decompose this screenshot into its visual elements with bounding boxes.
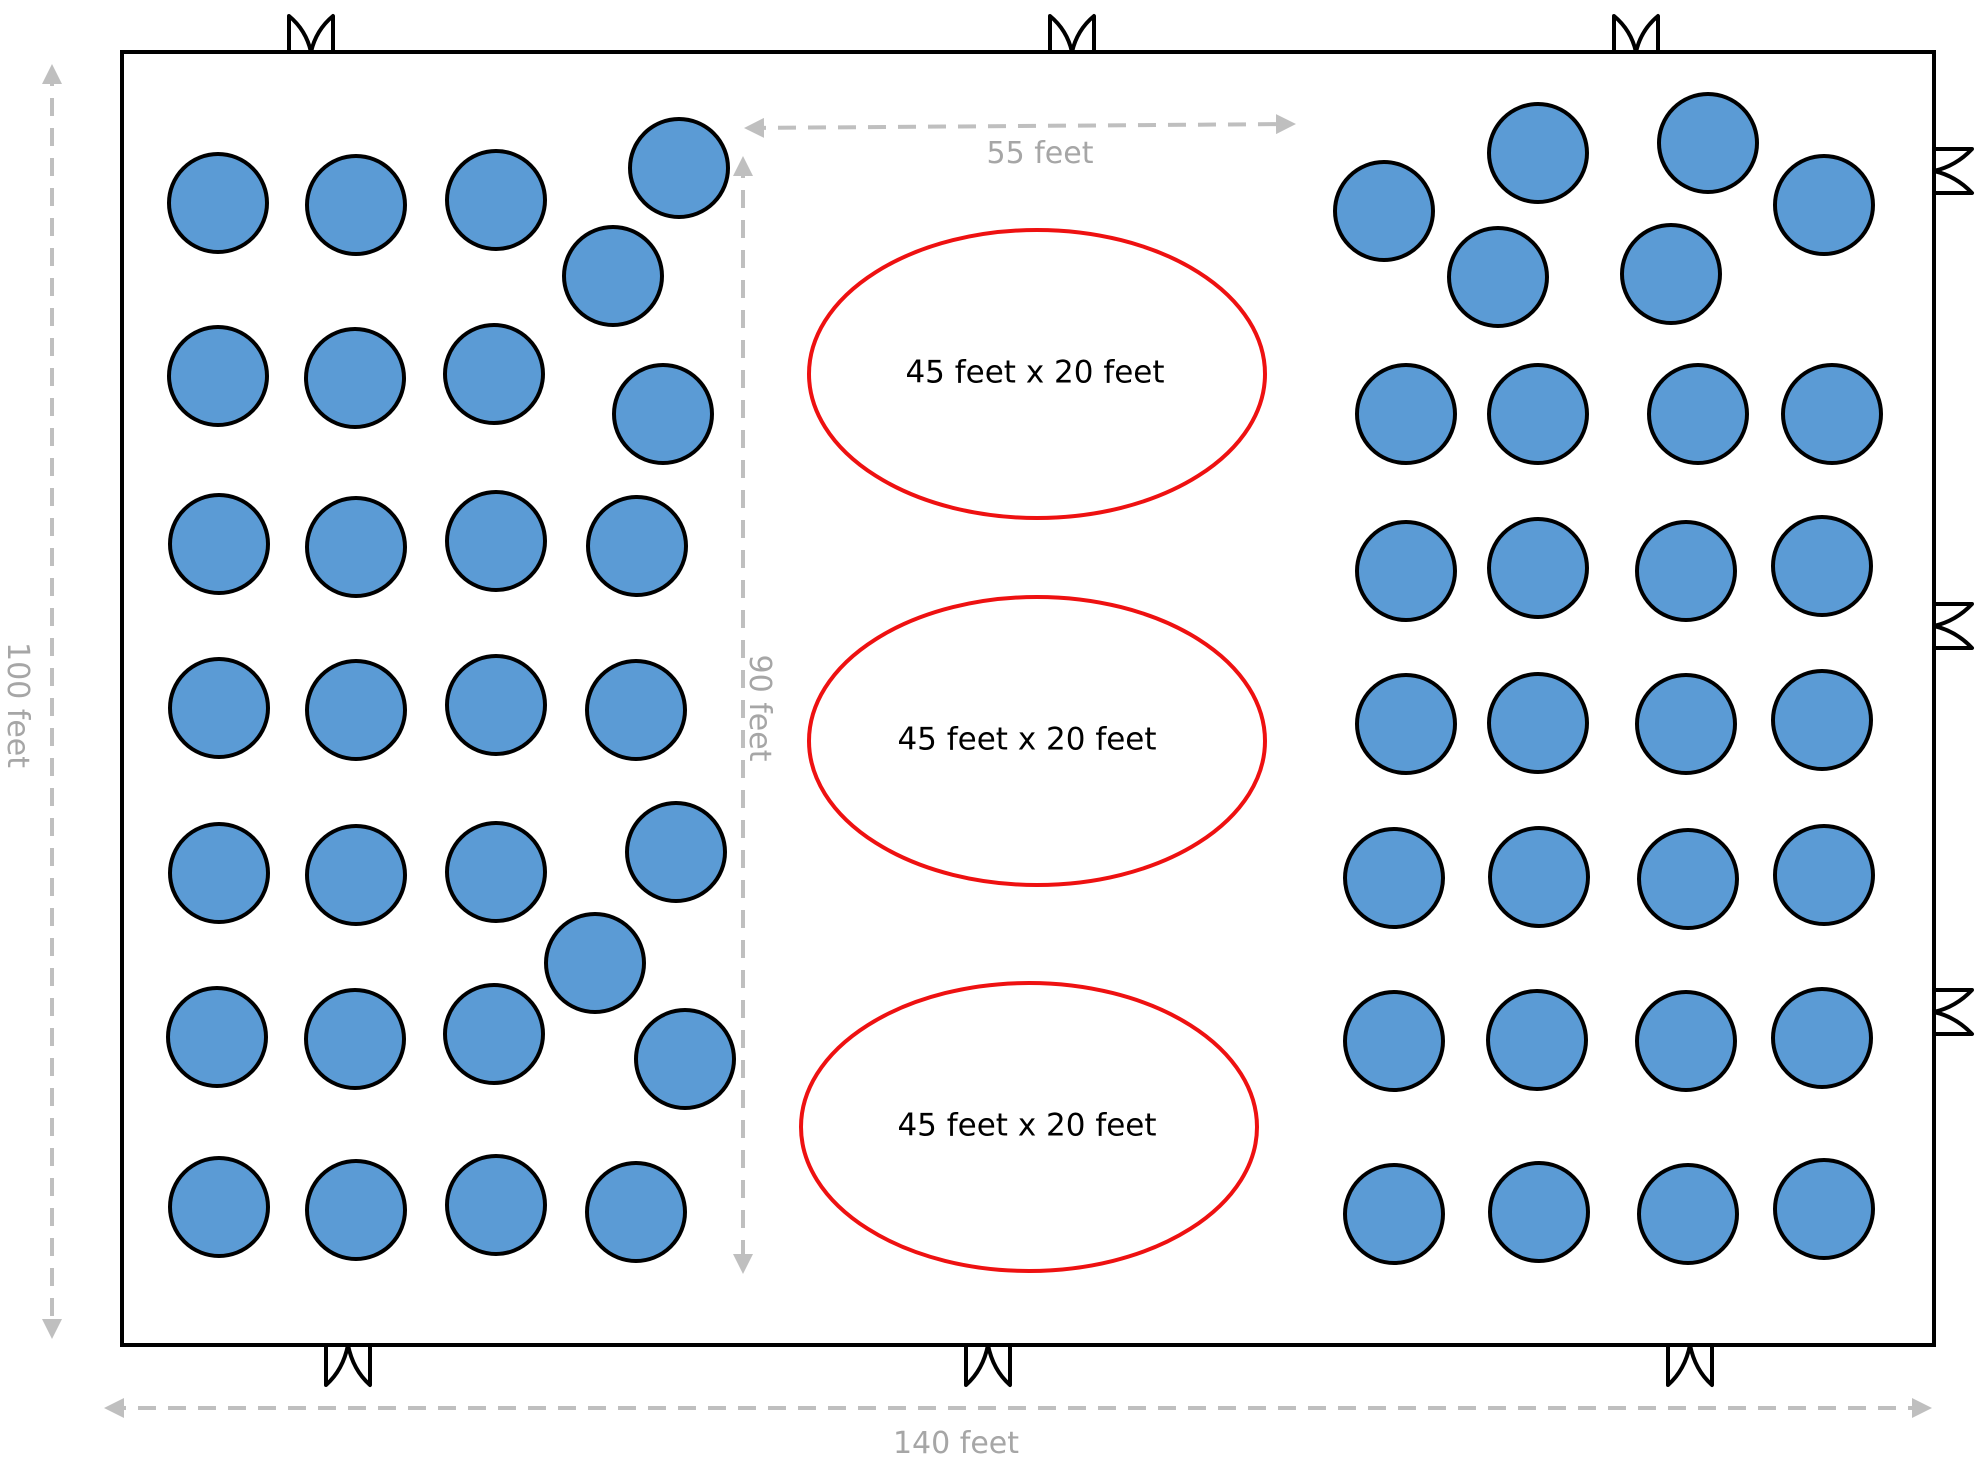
right-table-17 — [1635, 673, 1737, 775]
right-table-23 — [1343, 990, 1445, 1092]
right-table-29 — [1637, 1163, 1739, 1265]
central-area-3 — [799, 981, 1259, 1273]
right-table-19 — [1343, 827, 1445, 929]
right-table-13 — [1635, 520, 1737, 622]
right-table-27 — [1343, 1163, 1445, 1265]
right-table-24 — [1486, 989, 1588, 1091]
right-table-2 — [1487, 102, 1589, 204]
right-table-1 — [1333, 160, 1435, 262]
left-table-30 — [585, 1161, 687, 1263]
tables — [166, 92, 1883, 1265]
left-table-21 — [625, 801, 727, 903]
central-area-1-label: 45 feet x 20 feet — [905, 355, 1164, 391]
right-table-9 — [1647, 363, 1749, 465]
central-area-2 — [807, 595, 1267, 887]
left-table-3 — [445, 149, 547, 251]
left-table-1 — [167, 152, 269, 254]
right-table-10 — [1781, 363, 1883, 465]
left-table-23 — [166, 986, 268, 1088]
bottom-door-3 — [1666, 1343, 1714, 1387]
left-table-7 — [304, 327, 406, 429]
aisle-height-label: 90 feet — [742, 655, 777, 762]
room-width-label: 140 feet — [893, 1426, 1019, 1461]
left-table-13 — [586, 495, 688, 597]
room-height-label: 100 feet — [0, 642, 35, 768]
right-table-18 — [1771, 669, 1873, 771]
right-table-14 — [1771, 515, 1873, 617]
right-table-26 — [1771, 987, 1873, 1089]
right-table-6 — [1620, 223, 1722, 325]
central-area-1 — [807, 228, 1267, 520]
top-door-3 — [1612, 14, 1660, 54]
right-table-7 — [1355, 363, 1457, 465]
left-table-19 — [305, 824, 407, 926]
right-table-8 — [1487, 363, 1589, 465]
left-table-25 — [443, 983, 545, 1085]
central-area-2-label: 45 feet x 20 feet — [897, 722, 1156, 758]
left-table-2 — [305, 154, 407, 256]
bottom-door-2 — [964, 1343, 1012, 1387]
right-table-4 — [1773, 154, 1875, 256]
left-table-16 — [445, 654, 547, 756]
left-table-12 — [445, 490, 547, 592]
left-table-9 — [612, 363, 714, 465]
left-table-18 — [168, 822, 270, 924]
top-door-1 — [287, 14, 335, 54]
right-table-16 — [1487, 672, 1589, 774]
right-table-5 — [1447, 226, 1549, 328]
right-door-2 — [1932, 602, 1974, 650]
right-table-28 — [1488, 1161, 1590, 1263]
right-table-3 — [1657, 92, 1759, 194]
left-table-15 — [305, 659, 407, 761]
left-table-22 — [544, 912, 646, 1014]
left-table-20 — [445, 821, 547, 923]
left-table-11 — [305, 496, 407, 598]
doors — [287, 14, 1974, 1387]
right-door-1 — [1932, 147, 1974, 195]
right-table-11 — [1355, 520, 1457, 622]
right-table-20 — [1488, 826, 1590, 928]
right-table-30 — [1773, 1158, 1875, 1260]
left-table-14 — [168, 657, 270, 759]
top-door-2 — [1048, 14, 1096, 54]
left-table-28 — [305, 1159, 407, 1261]
left-table-6 — [167, 325, 269, 427]
right-table-21 — [1637, 828, 1739, 930]
left-table-17 — [585, 659, 687, 761]
left-table-29 — [445, 1154, 547, 1256]
right-table-12 — [1487, 517, 1589, 619]
central-area-3-label: 45 feet x 20 feet — [897, 1108, 1156, 1144]
left-table-27 — [168, 1156, 270, 1258]
right-table-15 — [1355, 673, 1457, 775]
right-table-22 — [1773, 824, 1875, 926]
aisle-width-dimension-line — [744, 114, 1296, 138]
right-door-3 — [1932, 988, 1974, 1036]
left-table-8 — [443, 323, 545, 425]
aisle-width-label: 55 feet — [987, 136, 1094, 171]
bottom-door-1 — [324, 1343, 372, 1387]
left-table-24 — [304, 988, 406, 1090]
left-table-26 — [634, 1008, 736, 1110]
left-table-5 — [562, 225, 664, 327]
left-table-4 — [628, 117, 730, 219]
right-table-25 — [1635, 990, 1737, 1092]
left-table-10 — [168, 493, 270, 595]
